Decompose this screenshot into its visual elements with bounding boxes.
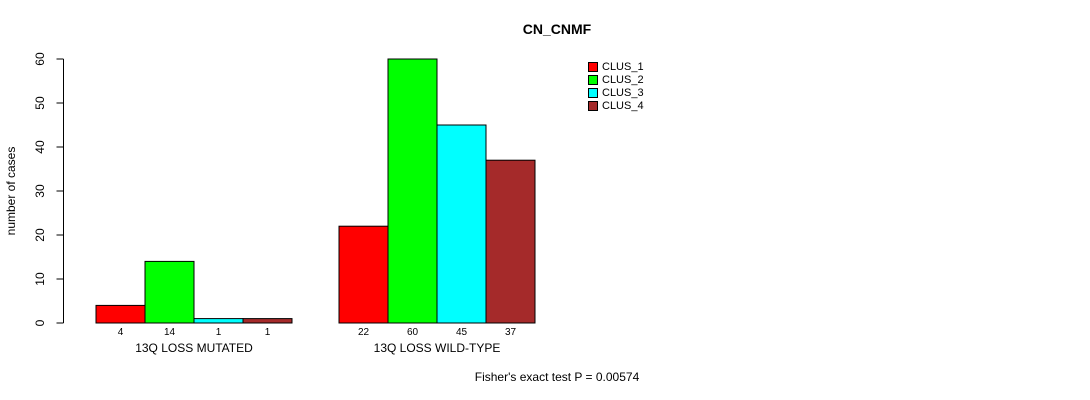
bar-value-label: 37 bbox=[505, 327, 517, 338]
bar-value-label: 1 bbox=[216, 327, 222, 338]
y-tick-label: 40 bbox=[33, 140, 47, 154]
bar-clus_1 bbox=[338, 225, 389, 324]
y-tick-label: 0 bbox=[33, 319, 47, 326]
y-axis-label: number of cases bbox=[4, 147, 18, 236]
legend-item: CLUS_4 bbox=[588, 99, 644, 112]
legend-label: CLUS_1 bbox=[602, 60, 644, 73]
y-tick-label: 10 bbox=[33, 272, 47, 286]
legend-swatch bbox=[588, 62, 598, 72]
bar-value-label: 1 bbox=[265, 327, 271, 338]
bar-clus_2 bbox=[144, 260, 195, 324]
bar-value-label: 22 bbox=[358, 327, 370, 338]
bar-value-label: 4 bbox=[118, 327, 124, 338]
legend-swatch bbox=[588, 101, 598, 111]
y-tick-label: 60 bbox=[33, 52, 47, 66]
y-tick-label: 30 bbox=[33, 184, 47, 198]
legend-swatch bbox=[588, 88, 598, 98]
category-label: 13Q LOSS WILD-TYPE bbox=[374, 341, 501, 355]
bar-clus_4 bbox=[485, 159, 536, 324]
bar-value-label: 14 bbox=[164, 327, 176, 338]
bar-value-label: 45 bbox=[456, 327, 468, 338]
bar-clus_1 bbox=[95, 304, 146, 324]
bar-clus_4 bbox=[242, 318, 293, 324]
bar-clus_2 bbox=[387, 58, 438, 324]
legend-item: CLUS_1 bbox=[588, 60, 644, 73]
y-tick-label: 20 bbox=[33, 228, 47, 242]
legend-label: CLUS_3 bbox=[602, 86, 644, 99]
chart-title: CN_CNMF bbox=[522, 21, 592, 37]
legend-item: CLUS_3 bbox=[588, 86, 644, 99]
bar-clus_3 bbox=[436, 124, 487, 324]
legend-item: CLUS_2 bbox=[588, 73, 644, 86]
bar-value-label: 60 bbox=[407, 327, 419, 338]
category-label: 13Q LOSS MUTATED bbox=[135, 341, 253, 355]
legend: CLUS_1 CLUS_2 CLUS_3 CLUS_4 bbox=[588, 60, 644, 112]
legend-label: CLUS_2 bbox=[602, 73, 644, 86]
legend-swatch bbox=[588, 75, 598, 85]
bar-clus_3 bbox=[193, 318, 244, 324]
fisher-test-annotation: Fisher's exact test P = 0.00574 bbox=[474, 370, 640, 384]
legend-label: CLUS_4 bbox=[602, 99, 644, 112]
y-tick-label: 50 bbox=[33, 96, 47, 110]
